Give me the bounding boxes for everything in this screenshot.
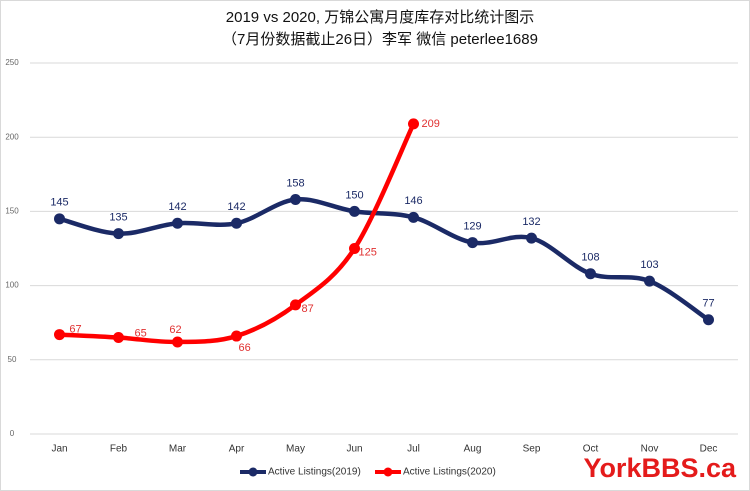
marker [231,217,242,229]
marker [172,217,183,229]
marker [349,243,360,254]
marker [290,299,301,311]
marker [290,194,301,206]
marker [349,205,360,217]
x-tick-label: Aug [464,444,482,455]
x-tick-label: Apr [229,444,245,455]
data-label: 66 [239,342,251,354]
x-tick-label: Oct [583,444,599,455]
series-line [57,197,711,322]
data-label: 142 [227,201,245,213]
marker [54,329,65,341]
marker [408,118,419,130]
marker [467,237,478,249]
marker [703,314,714,326]
marker [408,211,419,223]
data-label: 129 [463,220,481,232]
marker [172,336,183,348]
y-tick-label: 150 [5,207,19,216]
data-label: 67 [69,323,81,335]
x-tick-label: Jul [407,444,420,455]
marker [526,232,537,244]
y-tick-label: 250 [5,58,19,67]
data-label: 125 [359,246,377,258]
chart-subtitle: （7月份数据截止26日）李军 微信 peterlee1689 [222,31,538,48]
legend-label: Active Listings(2019) [268,467,361,478]
marker [54,213,65,225]
legend-marker [383,467,393,477]
data-label: 62 [169,324,181,336]
y-tick-label: 0 [10,429,15,438]
data-label: 108 [581,252,599,264]
data-label: 135 [109,212,127,224]
data-label: 150 [345,189,363,201]
marker [644,275,655,287]
x-tick-label: Dec [700,444,718,455]
legend-label: Active Listings(2020) [403,467,496,478]
y-tick-label: 100 [5,281,19,290]
watermark: YorkBBS.ca [583,453,737,483]
y-tick-label: 200 [5,132,19,141]
data-label: 65 [135,327,147,339]
marker [113,228,124,240]
x-tick-label: Nov [641,444,659,455]
data-label: 142 [168,201,186,213]
data-label: 209 [422,118,440,130]
x-tick-label: Feb [110,444,128,455]
y-tick-label: 50 [8,355,17,364]
marker [231,330,242,342]
x-tick-label: Mar [169,444,187,455]
data-label: 103 [640,259,658,271]
legend-marker [248,467,258,477]
data-label: 146 [404,195,422,207]
chart-title: 2019 vs 2020, 万锦公寓月度库存对比统计图示 [226,8,534,26]
data-label: 87 [302,303,314,315]
x-tick-label: Jun [346,444,362,455]
data-label: 158 [286,177,304,189]
data-label: 132 [522,216,540,228]
x-tick-label: May [286,444,305,455]
data-label: 77 [702,298,714,310]
marker [585,268,596,280]
x-tick-label: Jan [51,444,67,455]
data-label: 145 [50,197,68,209]
x-tick-label: Sep [523,444,541,455]
marker [113,332,124,344]
